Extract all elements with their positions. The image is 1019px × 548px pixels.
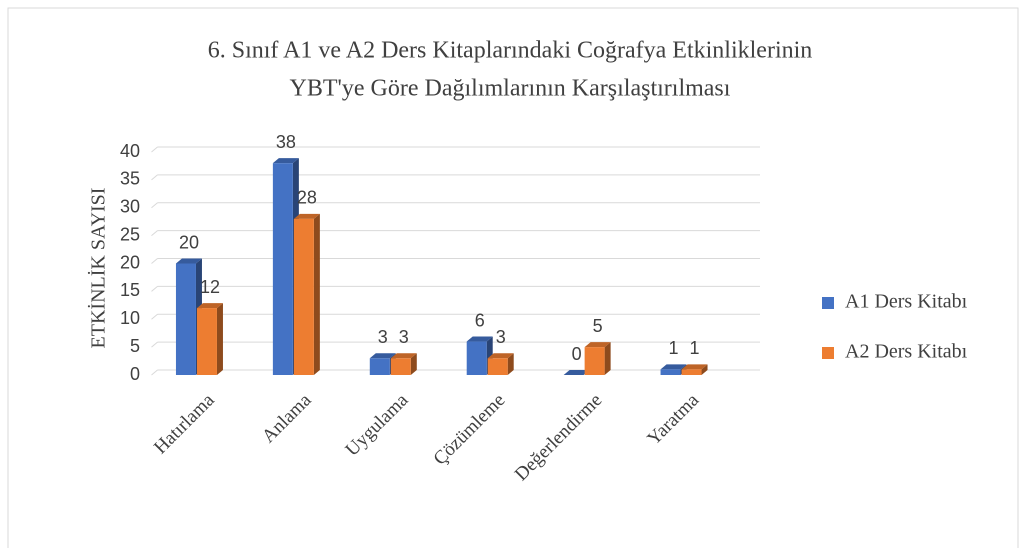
y-tick-label: 0	[130, 364, 140, 384]
grid-line	[151, 369, 158, 376]
bar-top	[466, 336, 493, 342]
legend-swatch	[822, 347, 834, 359]
grid-line	[151, 285, 158, 292]
grid-line	[151, 146, 158, 153]
grid-line	[151, 313, 158, 320]
y-tick-label: 20	[120, 252, 140, 272]
y-tick-label: 5	[130, 336, 140, 356]
bar	[466, 341, 487, 375]
bar	[660, 369, 681, 375]
bar-top	[681, 364, 708, 370]
bar-top	[563, 370, 590, 375]
y-tick-label: 30	[120, 197, 140, 217]
bar-top	[487, 353, 514, 359]
bar-side	[604, 342, 611, 375]
data-label: 5	[593, 316, 603, 336]
bar	[369, 358, 390, 375]
grid-line	[151, 258, 158, 264]
bar	[272, 163, 293, 375]
bar-top	[369, 353, 396, 359]
data-label: 38	[276, 132, 296, 152]
legend-swatch	[822, 297, 834, 309]
bar-side	[507, 353, 514, 375]
y-tick-label: 40	[120, 141, 140, 161]
bar-top	[584, 342, 611, 348]
legend-label: A2 Ders Kitabı	[845, 341, 968, 363]
bar	[293, 218, 314, 375]
data-label: 28	[297, 188, 317, 208]
y-tick-label: 35	[120, 169, 140, 189]
y-tick-label: 15	[120, 280, 140, 300]
data-label: 0	[572, 344, 582, 364]
data-label: 3	[496, 327, 506, 347]
chart-title: 6. Sınıf A1 ve A2 Ders Kitaplarındaki Co…	[208, 38, 813, 64]
y-tick-label: 10	[120, 308, 140, 328]
bar-top	[272, 158, 299, 164]
data-label: 12	[200, 277, 220, 297]
bar	[175, 263, 196, 375]
grid-line	[151, 341, 158, 348]
legend-label: A1 Ders Kitabı	[845, 291, 968, 313]
data-label: 1	[669, 338, 679, 358]
bar	[196, 308, 217, 375]
bar-top	[175, 258, 202, 264]
bar-side	[701, 364, 708, 375]
data-label: 3	[399, 327, 409, 347]
bar	[487, 358, 508, 375]
bar-top	[196, 303, 223, 309]
bar-side	[313, 213, 320, 375]
data-label: 6	[475, 310, 485, 330]
bar-top	[293, 213, 320, 219]
data-label: 20	[179, 232, 199, 252]
data-label: 3	[378, 327, 388, 347]
grid-line	[151, 174, 158, 181]
grid-line	[151, 202, 158, 209]
y-axis-title: ETKİNLİK SAYISI	[87, 188, 110, 349]
bar-top	[660, 364, 687, 370]
bar-top	[390, 353, 417, 359]
chart-title: YBT'ye Göre Dağılımlarının Karşılaştırıl…	[290, 76, 731, 102]
bar-side	[410, 353, 417, 375]
y-tick-label: 25	[120, 224, 140, 244]
bar	[584, 347, 605, 375]
bar	[681, 369, 702, 375]
bar	[390, 358, 411, 375]
grid-line	[151, 230, 158, 237]
data-label: 1	[690, 338, 700, 358]
bar-side	[216, 303, 223, 375]
